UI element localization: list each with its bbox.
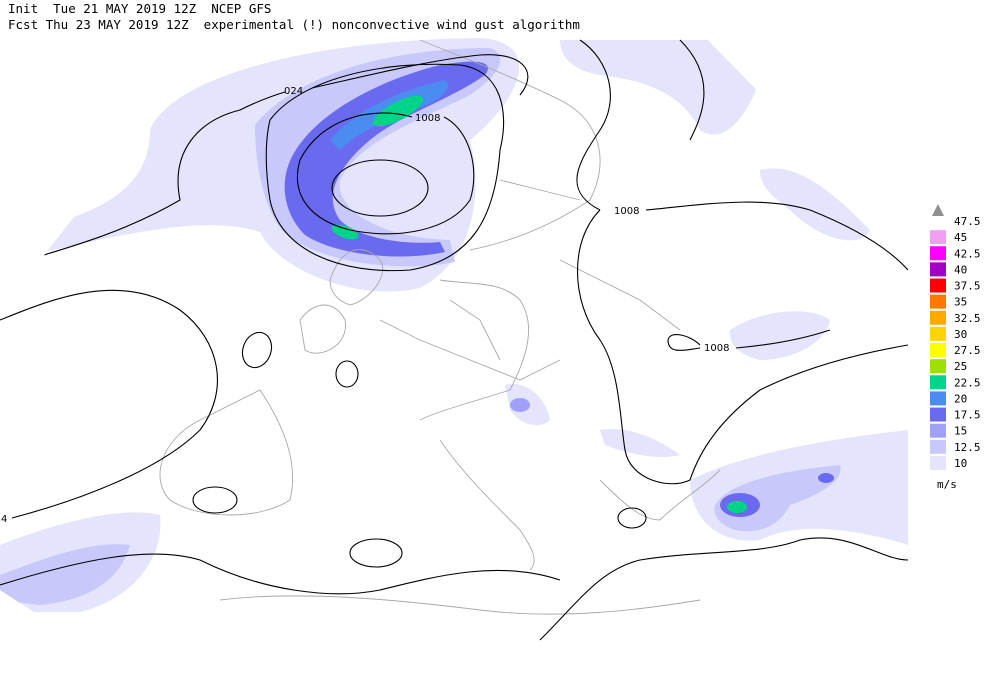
legend-swatch [930, 375, 946, 390]
map [0, 38, 908, 641]
isobars [0, 39, 908, 641]
legend-label: 35 [954, 296, 967, 309]
legend-label: 40 [954, 263, 967, 276]
init-line: Init Tue 21 MAY 2019 12Z NCEP GFS [8, 1, 271, 16]
legend-swatch [930, 230, 946, 245]
legend-label: 22.5 [954, 376, 981, 389]
legend-swatch [930, 423, 946, 438]
legend-swatch [930, 439, 946, 454]
legend-label: 30 [954, 328, 967, 341]
legend-label: 12.5 [954, 441, 981, 454]
wind-shading [0, 38, 908, 612]
legend-label: 47.5 [954, 215, 981, 228]
legend-label: 25 [954, 360, 967, 373]
legend-swatch [930, 278, 946, 293]
legend-swatch [930, 359, 946, 374]
contour-label: 4 [1, 514, 7, 525]
legend-label: 42.5 [954, 247, 981, 260]
legend-label: 20 [954, 392, 967, 405]
legend-swatch [930, 310, 946, 325]
coastlines [159, 39, 721, 615]
forecast-line: Fcst Thu 23 MAY 2019 12Z experimental (!… [8, 17, 580, 32]
legend-swatch [930, 455, 946, 470]
legend: m/s 47.5 45 42.5 40 37.5 35 32.5 30 27.5 25 22.5 20… [930, 204, 981, 491]
contour-labels: 024 1008 1008 1008 4 [1, 86, 729, 525]
legend-swatch [930, 407, 946, 422]
legend-label: 37.5 [954, 280, 981, 293]
legend-label: 45 [954, 231, 967, 244]
legend-label: 15 [954, 425, 967, 438]
legend-swatch [930, 391, 946, 406]
legend-swatch [930, 262, 946, 277]
legend-arrow [932, 204, 944, 216]
legend-swatch [930, 343, 946, 358]
contour-label: 024 [284, 86, 303, 97]
legend-label: 10 [954, 457, 967, 470]
legend-unit: m/s [937, 478, 957, 491]
legend-swatch [930, 246, 946, 261]
contour-label: 1008 [614, 206, 639, 217]
contour-label: 1008 [415, 113, 440, 124]
legend-swatch [930, 326, 946, 341]
legend-label: 27.5 [954, 344, 981, 357]
legend-label: 32.5 [954, 312, 981, 325]
contour-label: 1008 [704, 343, 729, 354]
legend-label: 17.5 [954, 409, 981, 422]
legend-swatch [930, 294, 946, 309]
